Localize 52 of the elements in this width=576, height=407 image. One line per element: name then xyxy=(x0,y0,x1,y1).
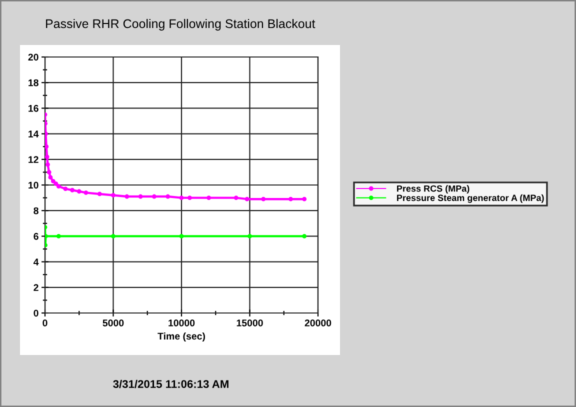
point xyxy=(50,178,56,184)
y-tick-label: 12 xyxy=(28,156,38,163)
point xyxy=(138,194,143,199)
x-tick-label: 0 xyxy=(42,320,48,326)
chart-title: Passive RHR Cooling Following Station Blackout xyxy=(46,18,316,31)
point xyxy=(54,181,58,186)
point xyxy=(206,196,212,200)
point xyxy=(48,175,53,180)
point xyxy=(56,184,61,189)
point xyxy=(248,234,252,238)
x-tick-label: 5000 xyxy=(102,320,124,326)
point xyxy=(234,196,238,200)
point xyxy=(63,186,68,192)
point xyxy=(302,234,307,238)
point xyxy=(97,192,102,196)
y-tick-label: 8 xyxy=(34,207,38,214)
y-tick-label: 10 xyxy=(28,182,38,189)
point xyxy=(179,234,184,238)
point xyxy=(166,194,170,199)
point xyxy=(111,193,116,198)
y-tick-label: 16 xyxy=(28,104,38,112)
point xyxy=(76,189,82,194)
y-tick-label: 0 xyxy=(34,310,38,317)
point xyxy=(45,154,50,160)
point xyxy=(46,162,50,167)
point xyxy=(45,144,49,149)
x-tick-label: 10000 xyxy=(168,320,195,326)
point xyxy=(152,194,156,199)
point xyxy=(288,196,293,202)
point xyxy=(302,196,307,202)
point xyxy=(56,234,61,238)
text: 3/31/2015 11:06:13 AM xyxy=(113,380,228,388)
point xyxy=(70,188,75,192)
x-tick-label: 15000 xyxy=(236,320,263,326)
point xyxy=(124,194,130,199)
point xyxy=(179,196,184,200)
y-tick-label: 4 xyxy=(33,258,39,266)
y-tick-label: 18 xyxy=(28,79,38,86)
y-tick-label: 2 xyxy=(34,284,38,291)
legend-label: Pressure Steam generator A (MPa) xyxy=(397,194,544,203)
point xyxy=(84,190,88,195)
point xyxy=(261,196,266,202)
x-axis-title: Time (sec) xyxy=(158,332,205,342)
x-tick-label: 20000 xyxy=(304,320,332,326)
legend-label: Press RCS (MPa) xyxy=(397,185,470,194)
y-tick-label: 6 xyxy=(34,232,38,240)
y-tick-label: 20 xyxy=(28,54,38,61)
point xyxy=(46,170,52,174)
y-tick-label: 14 xyxy=(28,130,39,138)
point xyxy=(244,196,250,202)
point xyxy=(187,196,192,200)
point xyxy=(111,234,116,238)
